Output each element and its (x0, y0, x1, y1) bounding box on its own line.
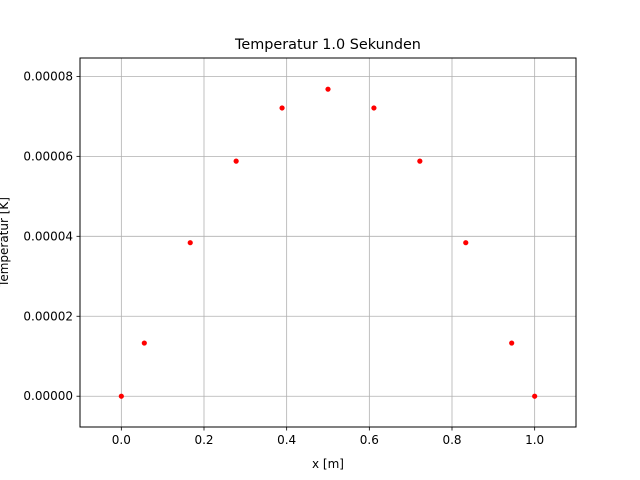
x-tick-label: 1.0 (525, 433, 544, 447)
x-tick-label: 0.0 (112, 433, 131, 447)
y-tick-label: 0.00000 (23, 389, 73, 403)
data-points (118, 86, 538, 399)
chart-title: Temperatur 1.0 Sekunden (234, 37, 421, 53)
data-point (532, 393, 538, 399)
y-tick-label: 0.00002 (23, 309, 73, 323)
y-axis-label: Temperatur [K] (0, 197, 11, 288)
x-tick-label: 0.2 (194, 433, 213, 447)
data-point (141, 340, 147, 346)
x-tick-label: 0.8 (442, 433, 461, 447)
data-point (417, 158, 423, 164)
grid (80, 58, 576, 427)
data-point (325, 86, 331, 92)
y-axis-ticks: 0.00000 0.00002 0.00004 0.00006 0.00008 (23, 69, 80, 403)
data-point (233, 158, 239, 164)
x-tick-label: 0.6 (360, 433, 379, 447)
y-tick-label: 0.00006 (23, 149, 73, 163)
y-tick-label: 0.00004 (23, 229, 73, 243)
x-tick-label: 0.4 (277, 433, 296, 447)
data-point (118, 393, 124, 399)
data-point (463, 240, 469, 246)
x-axis-ticks: 0.0 0.2 0.4 0.6 0.8 1.0 (112, 427, 544, 447)
x-axis-label: x [m] (312, 457, 344, 471)
data-point (187, 240, 193, 246)
data-point (371, 105, 377, 111)
y-tick-label: 0.00008 (23, 69, 73, 83)
data-point (509, 340, 515, 346)
plot-frame (79, 57, 577, 428)
data-point (279, 105, 285, 111)
